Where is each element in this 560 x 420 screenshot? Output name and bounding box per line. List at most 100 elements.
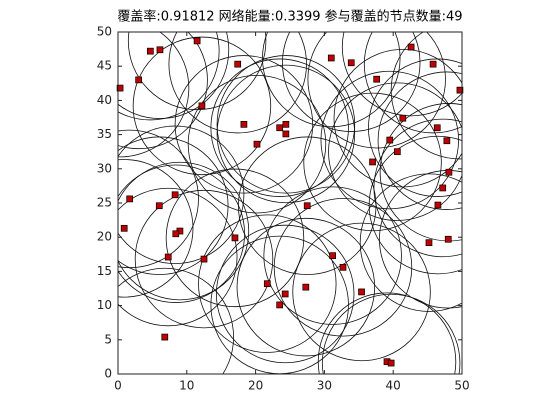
node — [164, 253, 172, 261]
node — [407, 43, 415, 51]
coverage-circle — [368, 135, 462, 275]
coverage-circle — [238, 136, 377, 275]
node — [120, 224, 128, 232]
node — [172, 230, 180, 238]
node — [161, 333, 169, 341]
node — [339, 263, 347, 271]
node — [434, 201, 442, 209]
node — [347, 59, 355, 67]
coverage-circle — [368, 58, 462, 197]
y-tick-label: 5 — [104, 332, 112, 346]
node — [445, 168, 453, 176]
coverage-circle — [134, 189, 274, 329]
coverage-circle — [320, 70, 459, 210]
node — [439, 184, 447, 192]
node — [303, 202, 311, 210]
coverage-circle — [341, 32, 462, 117]
coverage-circle — [236, 217, 376, 357]
node — [135, 76, 142, 84]
coverage-circle — [118, 136, 229, 275]
coverage-circle — [273, 198, 413, 337]
node — [386, 136, 394, 144]
node — [281, 290, 289, 298]
node — [369, 158, 376, 166]
coverage-circle — [118, 32, 230, 119]
coverage-circle — [118, 32, 220, 121]
coverage-circle — [363, 32, 462, 134]
node — [276, 301, 284, 309]
coverage-circle — [321, 293, 461, 374]
node — [155, 202, 163, 210]
node — [387, 359, 395, 367]
node — [156, 46, 164, 54]
coverage-circle — [132, 36, 272, 176]
nodes — [116, 37, 464, 367]
node — [425, 239, 433, 247]
coverage-circle — [303, 92, 442, 232]
node — [276, 124, 284, 132]
node — [193, 37, 201, 45]
node — [456, 86, 464, 94]
chart-title: 覆盖率:0.91812 网络能量:0.3399 参与覆盖的节点数量:49 — [117, 9, 462, 25]
node — [444, 235, 452, 243]
y-tick-label: 20 — [97, 230, 112, 244]
x-tick-label: 30 — [317, 379, 332, 393]
node — [282, 130, 290, 138]
coverage-circle — [198, 214, 337, 353]
y-tick-label: 45 — [97, 59, 112, 73]
coverage-circle — [118, 32, 190, 158]
x-tick-label: 50 — [454, 379, 469, 393]
coverage-circle — [216, 64, 356, 204]
node — [231, 234, 239, 242]
y-tick-label: 25 — [97, 196, 112, 210]
coverage-circle — [165, 168, 305, 308]
node — [399, 114, 407, 122]
coverage-circle — [118, 32, 208, 150]
node — [393, 148, 401, 156]
coverage-circle — [359, 173, 462, 312]
node — [263, 280, 271, 288]
node — [253, 140, 261, 148]
y-tick-label: 50 — [97, 25, 112, 39]
x-tick-label: 20 — [248, 379, 263, 393]
node — [302, 283, 310, 291]
coverage-circle — [262, 32, 401, 128]
coverage-circle — [390, 32, 462, 160]
coverage-circle — [317, 292, 457, 374]
coverage-circle — [118, 267, 234, 374]
node — [429, 60, 437, 68]
node — [329, 252, 337, 260]
coverage-circle — [333, 49, 462, 188]
node — [116, 84, 124, 92]
y-tick-label: 40 — [97, 93, 112, 107]
node — [240, 120, 248, 128]
coverage-circle — [307, 32, 446, 149]
y-tick-label: 30 — [97, 161, 112, 175]
node — [282, 120, 290, 128]
node — [373, 75, 381, 83]
coverage-circle — [216, 55, 356, 194]
coverage-circle — [377, 71, 462, 210]
node — [443, 137, 451, 145]
coverage-circle — [118, 164, 245, 303]
node — [234, 60, 242, 68]
y-tick-label: 0 — [104, 367, 112, 381]
coverage-circles — [118, 32, 462, 374]
coverage-circle — [215, 224, 355, 364]
coverage-circle — [210, 58, 349, 197]
coverage-circle — [187, 74, 327, 214]
coverage-circle — [118, 159, 194, 298]
node — [200, 255, 208, 263]
y-tick-label: 10 — [97, 298, 112, 312]
x-tick-label: 0 — [114, 379, 122, 393]
x-tick-label: 40 — [386, 379, 401, 393]
coverage-circle — [282, 32, 421, 132]
node — [198, 102, 206, 110]
node — [358, 288, 365, 296]
coverage-circle — [118, 161, 250, 301]
coverage-circle — [118, 125, 245, 264]
y-tick-label: 35 — [97, 127, 112, 141]
node — [327, 54, 335, 62]
